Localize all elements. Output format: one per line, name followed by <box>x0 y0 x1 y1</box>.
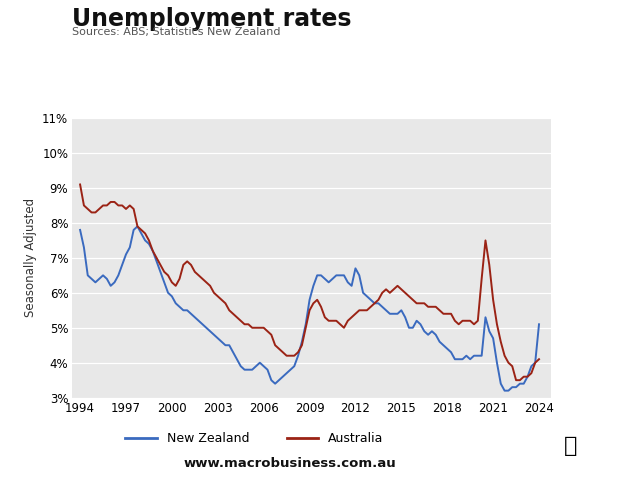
Text: Sources: ABS; Statistics New Zealand: Sources: ABS; Statistics New Zealand <box>72 27 281 37</box>
Text: www.macrobusiness.com.au: www.macrobusiness.com.au <box>183 457 396 470</box>
Text: 🐺: 🐺 <box>563 436 577 456</box>
Y-axis label: Seasonally Adjusted: Seasonally Adjusted <box>23 198 37 318</box>
Text: BUSINESS: BUSINESS <box>525 40 606 56</box>
Legend: New Zealand, Australia: New Zealand, Australia <box>120 427 388 450</box>
Text: MACRO: MACRO <box>535 20 596 35</box>
Text: Unemployment rates: Unemployment rates <box>72 7 352 31</box>
